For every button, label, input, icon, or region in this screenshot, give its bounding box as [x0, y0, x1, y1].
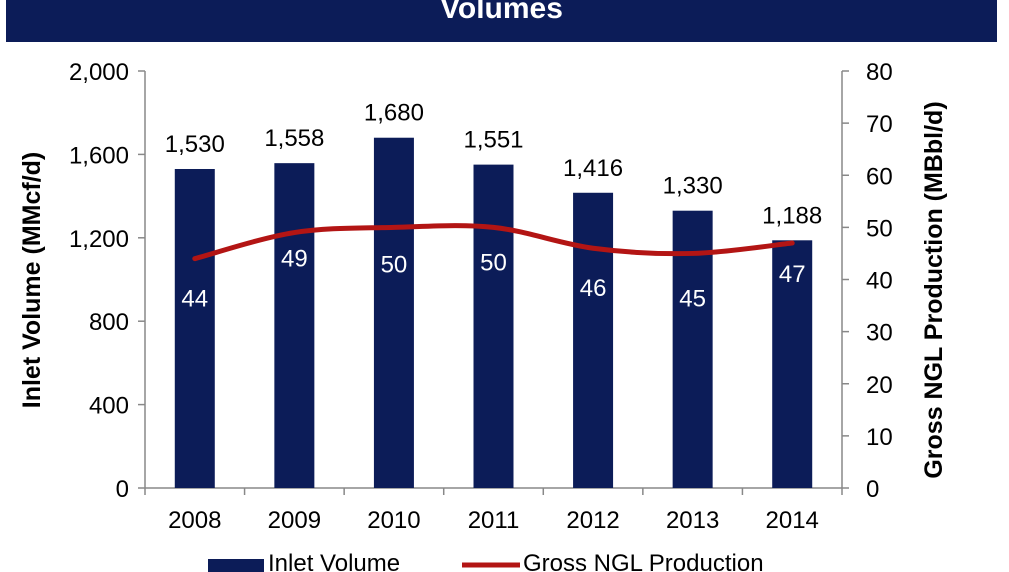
chart-title-banner: Volumes [6, 0, 997, 42]
bar-data-label: 1,330 [663, 173, 723, 200]
x-tick-label: 2012 [566, 507, 619, 534]
right-axis-title: Gross NGL Production (MBbl/d) [920, 101, 948, 478]
left-tick-label: 400 [89, 393, 129, 420]
legend-swatch-inlet-volume [208, 559, 264, 572]
left-tick-label: 1,600 [69, 142, 129, 169]
bar-data-label: 1,558 [264, 125, 324, 152]
left-tick-label: 0 [116, 476, 129, 503]
right-tick-label: 40 [866, 268, 893, 295]
bar-inlet-volume [274, 163, 315, 489]
right-tick-label: 20 [866, 372, 893, 399]
legend-label-gross-ngl-production: Gross NGL Production [523, 550, 764, 572]
bar-data-label: 1,416 [563, 155, 623, 182]
left-tick-label: 2,000 [69, 59, 129, 86]
bar-data-label: 1,530 [165, 131, 225, 158]
bar-inlet-volume [473, 164, 514, 488]
bar-inlet-volume [373, 137, 414, 488]
chart-title: Volumes [440, 0, 563, 25]
x-tick-label: 2014 [766, 507, 819, 534]
line-data-label: 44 [181, 286, 208, 313]
right-tick-label: 30 [866, 320, 893, 347]
right-tick-label: 0 [866, 476, 879, 503]
x-tick-label: 2013 [666, 507, 719, 534]
line-data-label: 47 [779, 261, 806, 288]
left-tick-label: 800 [89, 309, 129, 336]
bar-data-label: 1,188 [762, 202, 822, 229]
legend-label-inlet-volume: Inlet Volume [268, 550, 400, 572]
bar-data-label: 1,551 [463, 127, 523, 154]
x-tick-label: 2009 [268, 507, 321, 534]
right-tick-label: 60 [866, 163, 893, 190]
bar-inlet-volume [573, 192, 614, 488]
x-tick-label: 2011 [468, 507, 520, 534]
line-gross-ngl-production [192, 223, 795, 262]
left-tick-label: 1,200 [69, 226, 129, 253]
right-tick-label: 10 [866, 424, 893, 451]
line-data-label: 45 [679, 285, 706, 312]
right-tick-label: 50 [866, 215, 893, 242]
bar-inlet-volume [672, 210, 713, 488]
line-data-label: 46 [580, 275, 607, 302]
line-data-label: 50 [381, 251, 408, 278]
right-tick-label: 70 [866, 111, 893, 138]
line-data-label: 50 [480, 249, 507, 276]
x-tick-label: 2010 [367, 507, 420, 534]
right-tick-label: 80 [866, 59, 893, 86]
bar-data-label: 1,680 [364, 100, 424, 127]
x-tick-label: 2008 [168, 507, 221, 534]
bar-inlet-volume [174, 168, 215, 488]
left-axis-title: Inlet Volume (MMcf/d) [18, 152, 46, 408]
line-data-label: 49 [281, 246, 308, 273]
bar-inlet-volume [772, 240, 813, 488]
